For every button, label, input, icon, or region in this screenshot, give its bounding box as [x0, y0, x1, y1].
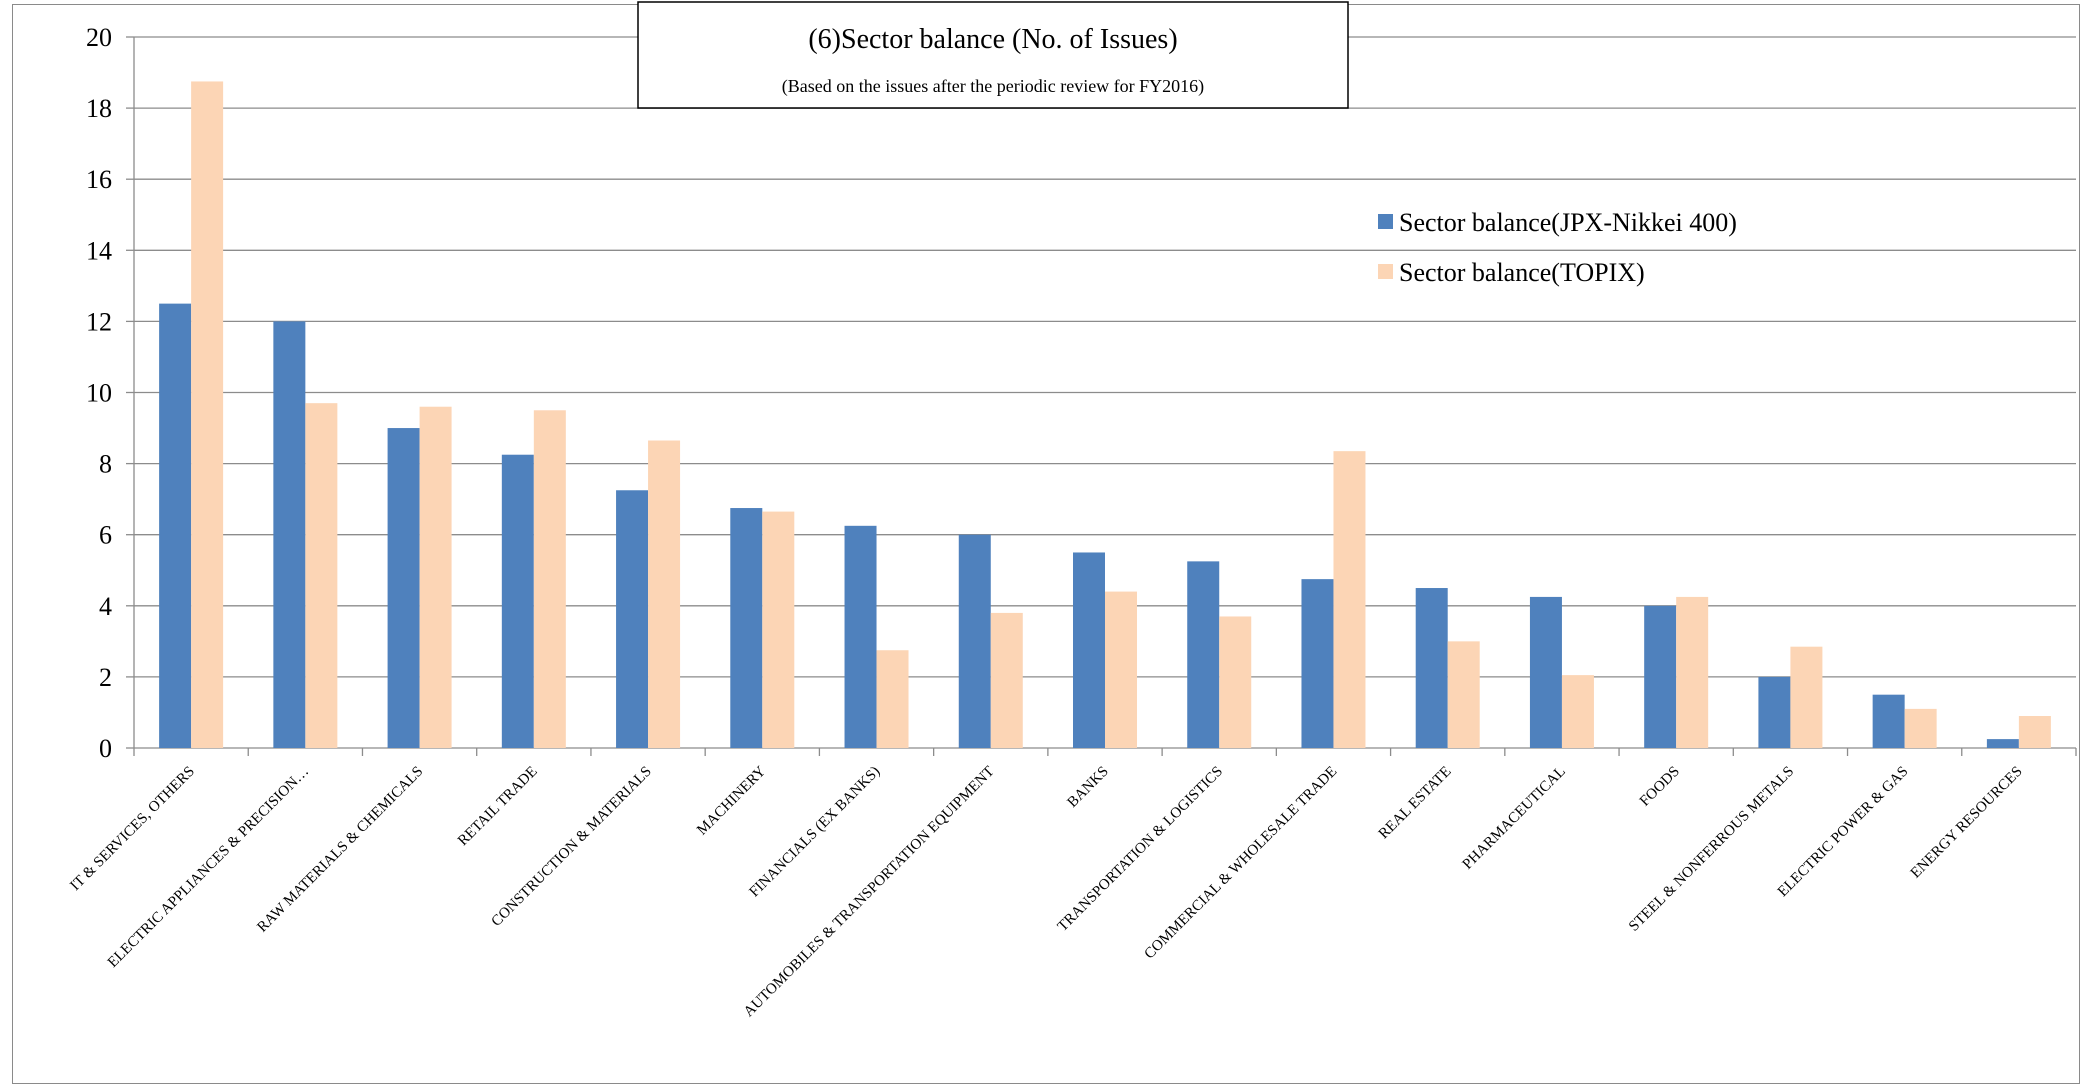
y-tick-label: 8 [99, 450, 112, 479]
legend-swatch-topix [1378, 264, 1393, 279]
x-category-label: FINANCIALS (EX BANKS) [747, 764, 884, 901]
bar-jpx-nikkei-400 [1415, 588, 1448, 748]
bar-jpx-nikkei-400 [1758, 676, 1791, 748]
x-category-label: COMMERCIAL & WHOLESALE TRADE [1142, 764, 1341, 963]
bar-topix [305, 403, 338, 748]
bar-topix [1561, 675, 1594, 748]
bar-topix [1333, 451, 1366, 748]
x-category-label: AUTOMOBILES & TRANSPORTATION EQUIPMENT [741, 764, 998, 1021]
bar-jpx-nikkei-400 [616, 490, 649, 748]
bar-topix [1105, 591, 1137, 748]
x-category-label: REAL ESTATE [1376, 764, 1455, 843]
bar-jpx-nikkei-400 [273, 321, 306, 748]
y-tick-labels: 0 2 4 6 8 10 12 14 16 18 20 [86, 23, 112, 763]
x-category-label: ELECTRIC POWER & GAS [1775, 764, 1912, 901]
bar-jpx-nikkei-400 [844, 525, 877, 748]
bar-topix [533, 410, 566, 748]
bar-topix [1676, 596, 1709, 748]
x-category-label: PHARMACEUTICAL [1460, 764, 1569, 873]
bar-topix [419, 406, 452, 748]
y-tick-label: 10 [86, 379, 112, 408]
bar-topix [2018, 716, 2051, 748]
y-tick-label: 18 [86, 94, 112, 123]
x-category-label: IT & SERVICES, OTHERS [67, 764, 197, 894]
y-tick-label: 14 [86, 236, 112, 265]
bar-jpx-nikkei-400 [1529, 596, 1562, 748]
bars [159, 81, 2051, 748]
x-category-label: RETAIL TRADE [455, 764, 541, 850]
bar-topix [876, 650, 909, 748]
bar-topix [1219, 616, 1252, 748]
y-tick-label: 4 [99, 592, 112, 621]
x-category-label: FOODS [1637, 764, 1683, 810]
bar-jpx-nikkei-400 [958, 534, 991, 748]
chart-title: (6)Sector balance (No. of Issues) [808, 24, 1177, 55]
y-tick-label: 20 [86, 23, 112, 52]
x-category-label: BANKS [1065, 764, 1112, 811]
bar-jpx-nikkei-400 [387, 428, 420, 748]
bar-topix [1447, 641, 1480, 748]
x-category-label: MACHINERY [694, 763, 769, 838]
legend-swatch-jpx [1378, 214, 1393, 229]
y-tick-label: 12 [86, 307, 112, 336]
bar-topix [1904, 708, 1937, 748]
chart-subtitle: (Based on the issues after the periodic … [782, 76, 1204, 97]
bar-jpx-nikkei-400 [1301, 579, 1334, 748]
x-category-label: ELECTRIC APPLIANCES & PRECISION… [105, 764, 312, 971]
bar-topix [648, 440, 681, 748]
y-tick-label: 16 [86, 165, 112, 194]
title-box-border [637, 1, 1349, 109]
bar-topix [990, 612, 1023, 748]
bar-jpx-nikkei-400 [730, 508, 763, 748]
title-box: (6)Sector balance (No. of Issues) (Based… [637, 1, 1349, 109]
legend-label-topix: Sector balance(TOPIX) [1399, 258, 1645, 287]
gridlines [126, 36, 2076, 749]
bar-jpx-nikkei-400 [1187, 561, 1220, 748]
bar-topix [191, 81, 224, 748]
bar-jpx-nikkei-400 [1872, 694, 1905, 748]
y-tick-label: 2 [99, 663, 112, 692]
bar-jpx-nikkei-400 [159, 303, 192, 748]
y-tick-label: 6 [99, 521, 112, 550]
legend: Sector balance(JPX-Nikkei 400) Sector ba… [1378, 208, 1737, 287]
bar-jpx-nikkei-400 [1644, 605, 1677, 748]
legend-label-jpx: Sector balance(JPX-Nikkei 400) [1399, 208, 1737, 237]
x-category-label: ENERGY RESOURCES [1908, 764, 2026, 882]
bar-topix [1790, 646, 1823, 748]
y-tick-label: 0 [99, 734, 112, 763]
bar-jpx-nikkei-400 [1073, 552, 1105, 748]
bar-topix [762, 511, 795, 748]
bar-jpx-nikkei-400 [1986, 739, 2019, 748]
bar-jpx-nikkei-400 [501, 454, 534, 748]
